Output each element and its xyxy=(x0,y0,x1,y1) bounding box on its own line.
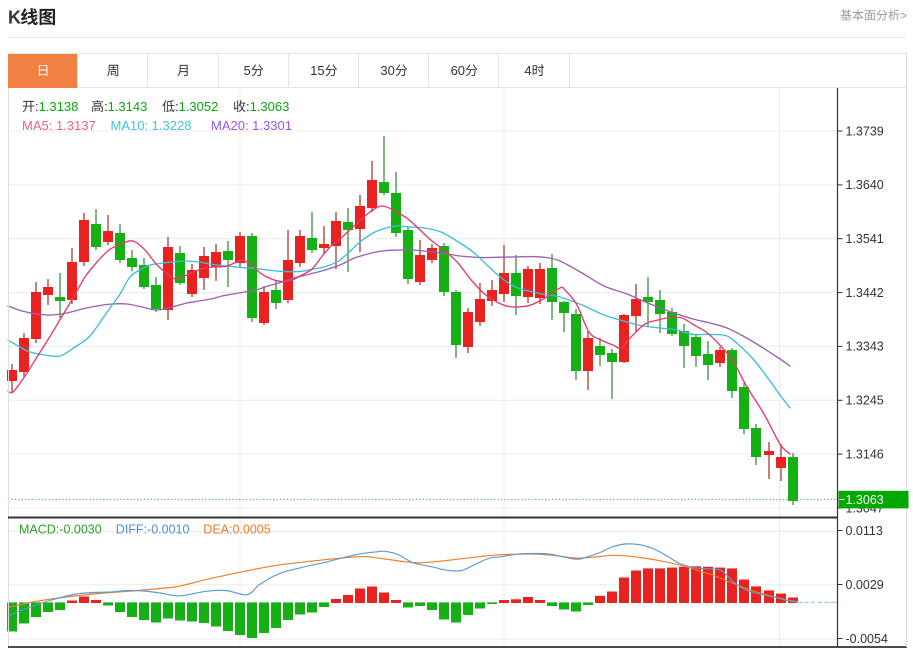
svg-text:1.3245: 1.3245 xyxy=(846,394,884,408)
svg-text:1.3343: 1.3343 xyxy=(846,340,884,354)
svg-text:MA10: 1.3228: MA10: 1.3228 xyxy=(111,118,192,133)
svg-text:-0.0054: -0.0054 xyxy=(846,632,888,646)
svg-text:30: 30 xyxy=(380,63,394,78)
svg-text:MA20: 1.3301: MA20: 1.3301 xyxy=(211,118,292,133)
svg-text:1.3442: 1.3442 xyxy=(846,286,884,300)
svg-text:1.3063: 1.3063 xyxy=(250,99,290,114)
svg-text:1.3063: 1.3063 xyxy=(846,493,884,507)
svg-text:DEA:0.0005: DEA:0.0005 xyxy=(203,523,270,537)
svg-text:MA5: 1.3137: MA5: 1.3137 xyxy=(22,118,96,133)
svg-text:1.3138: 1.3138 xyxy=(39,99,79,114)
svg-text:1.3640: 1.3640 xyxy=(846,178,884,192)
svg-text:K: K xyxy=(8,8,21,28)
svg-text:4: 4 xyxy=(524,63,531,78)
svg-text:5: 5 xyxy=(244,63,251,78)
svg-text:>: > xyxy=(900,9,907,23)
svg-text:1.3541: 1.3541 xyxy=(846,232,884,246)
svg-text:60: 60 xyxy=(451,63,465,78)
svg-text:1.3052: 1.3052 xyxy=(179,99,219,114)
svg-text::: : xyxy=(104,99,108,114)
svg-text::: : xyxy=(246,99,250,114)
svg-text:1.3739: 1.3739 xyxy=(846,124,884,138)
svg-text::: : xyxy=(175,99,179,114)
svg-text:0.0113: 0.0113 xyxy=(846,524,883,538)
svg-text:MACD:-0.0030: MACD:-0.0030 xyxy=(19,523,102,537)
svg-text:1.3143: 1.3143 xyxy=(108,99,148,114)
svg-text:DIFF:-0.0010: DIFF:-0.0010 xyxy=(116,523,190,537)
svg-text:0.0029: 0.0029 xyxy=(846,578,884,592)
svg-text::: : xyxy=(35,99,39,114)
svg-text:1.3146: 1.3146 xyxy=(846,447,884,461)
svg-text:15: 15 xyxy=(310,63,324,78)
